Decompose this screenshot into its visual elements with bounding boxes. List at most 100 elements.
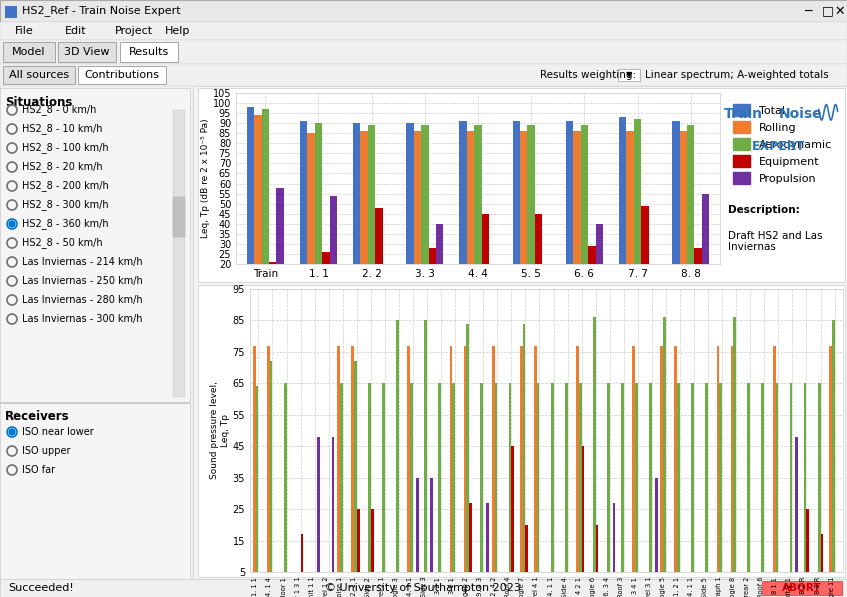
Text: Las Inviernas - 300 km/h: Las Inviernas - 300 km/h — [22, 314, 142, 324]
Bar — [120, 42, 178, 62]
Bar — [772, 346, 776, 587]
Circle shape — [9, 221, 15, 227]
Bar — [173, 197, 185, 237]
Circle shape — [9, 429, 15, 435]
Text: ─: ─ — [805, 5, 811, 17]
Bar — [641, 205, 649, 304]
Bar — [663, 317, 666, 587]
Text: Model: Model — [12, 47, 46, 57]
Bar — [340, 383, 343, 587]
Text: Las Inviernas - 250 km/h: Las Inviernas - 250 km/h — [22, 276, 143, 286]
Text: 3D View: 3D View — [64, 47, 110, 57]
Bar — [618, 69, 640, 81]
Bar — [193, 86, 847, 579]
Bar — [695, 248, 702, 304]
Bar — [307, 133, 315, 304]
Bar — [731, 346, 734, 587]
Bar — [525, 525, 529, 587]
Bar — [269, 361, 273, 587]
Bar — [678, 383, 680, 587]
Bar — [595, 224, 603, 304]
Bar — [632, 346, 635, 587]
Bar — [368, 383, 371, 587]
Bar — [354, 361, 357, 587]
Bar — [679, 131, 687, 304]
Bar — [528, 125, 535, 304]
Bar — [573, 131, 581, 304]
Bar — [581, 125, 588, 304]
Bar — [375, 208, 383, 304]
Bar — [252, 346, 256, 587]
Text: HS2_Ref - Train Noise Expert: HS2_Ref - Train Noise Expert — [22, 5, 180, 17]
Bar — [761, 383, 764, 587]
Bar — [463, 346, 467, 587]
Text: HS2_8 - 10 km/h: HS2_8 - 10 km/h — [22, 124, 102, 134]
Bar — [416, 478, 418, 587]
Bar — [3, 66, 75, 84]
Bar — [588, 246, 595, 304]
Bar — [719, 383, 722, 587]
Bar — [78, 66, 166, 84]
Bar — [0, 579, 847, 597]
Text: HS2_8 - 20 km/h: HS2_8 - 20 km/h — [22, 162, 102, 173]
Bar — [450, 346, 452, 587]
Bar — [582, 446, 584, 587]
Text: ABORT: ABORT — [783, 583, 822, 593]
Bar — [0, 402, 190, 404]
Bar — [337, 346, 340, 587]
Bar — [508, 383, 512, 587]
Bar — [523, 324, 525, 587]
Text: HS2_8 - 0 km/h: HS2_8 - 0 km/h — [22, 104, 97, 115]
Text: ✕: ✕ — [835, 5, 845, 17]
Text: Help: Help — [165, 26, 191, 36]
Bar — [421, 125, 429, 304]
Bar — [467, 324, 469, 587]
Bar — [430, 478, 433, 587]
Bar — [673, 121, 679, 304]
Bar — [595, 525, 599, 587]
Bar — [318, 437, 320, 587]
Bar — [474, 125, 482, 304]
Bar — [353, 123, 361, 304]
Bar — [267, 346, 269, 587]
Text: □: □ — [822, 5, 834, 17]
Text: © University of Southampton 2023: © University of Southampton 2023 — [325, 583, 521, 593]
Bar — [635, 383, 638, 587]
Bar — [368, 125, 375, 304]
Bar — [607, 383, 610, 587]
Text: Draft HS2 and Las
Inviernas: Draft HS2 and Las Inviernas — [728, 231, 822, 253]
Bar — [410, 383, 413, 587]
Text: ISO upper: ISO upper — [22, 446, 70, 456]
Bar — [198, 88, 845, 282]
Bar — [776, 383, 778, 587]
Bar — [520, 346, 523, 587]
Text: Receivers: Receivers — [5, 410, 69, 423]
Text: Succeeded!: Succeeded! — [8, 583, 74, 593]
Bar — [579, 383, 582, 587]
Bar — [300, 121, 307, 304]
Bar — [254, 115, 262, 304]
Text: HS2_8 - 360 km/h: HS2_8 - 360 km/h — [22, 219, 108, 229]
Bar — [734, 317, 736, 587]
Text: Results weighting:: Results weighting: — [540, 70, 636, 80]
Bar — [269, 262, 276, 304]
Bar — [817, 383, 821, 587]
Bar — [467, 131, 474, 304]
Bar — [429, 248, 436, 304]
Bar — [357, 509, 360, 587]
Bar — [486, 503, 489, 587]
Text: Edit: Edit — [65, 26, 86, 36]
Bar — [717, 346, 719, 587]
Bar — [821, 534, 823, 587]
Text: HS2_8 - 200 km/h: HS2_8 - 200 km/h — [22, 180, 108, 192]
Text: ISO far: ISO far — [22, 465, 55, 475]
Bar — [687, 125, 695, 304]
Text: ▼: ▼ — [626, 70, 632, 79]
Bar — [612, 503, 616, 587]
Bar — [469, 503, 472, 587]
Bar — [436, 224, 444, 304]
Bar — [58, 42, 116, 62]
Text: Contributions: Contributions — [85, 70, 159, 80]
Bar — [480, 383, 484, 587]
Bar — [627, 131, 634, 304]
